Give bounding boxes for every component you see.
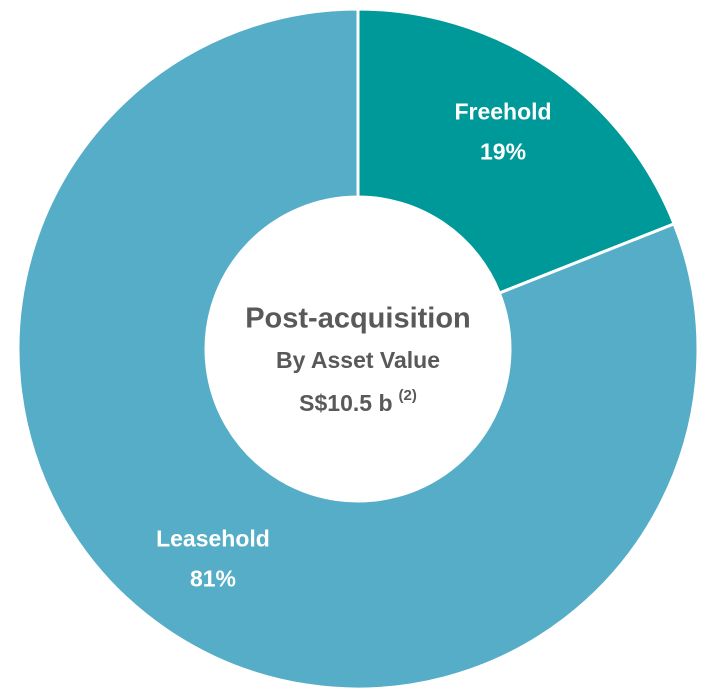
center-value-line: S$10.5 b (2) <box>299 387 417 416</box>
slice-value: 81% <box>190 565 236 591</box>
slice-value: 19% <box>480 139 526 165</box>
center-subtitle: By Asset Value <box>276 347 440 373</box>
slice-category: Freehold <box>454 99 551 125</box>
slice <box>356 7 677 295</box>
center-title: Post-acquisition <box>245 303 471 335</box>
center-note: (2) <box>399 387 417 404</box>
slice <box>16 7 700 691</box>
slice-category: Leasehold <box>156 525 270 551</box>
center-value: S$10.5 b <box>299 390 392 416</box>
slices <box>16 7 700 691</box>
